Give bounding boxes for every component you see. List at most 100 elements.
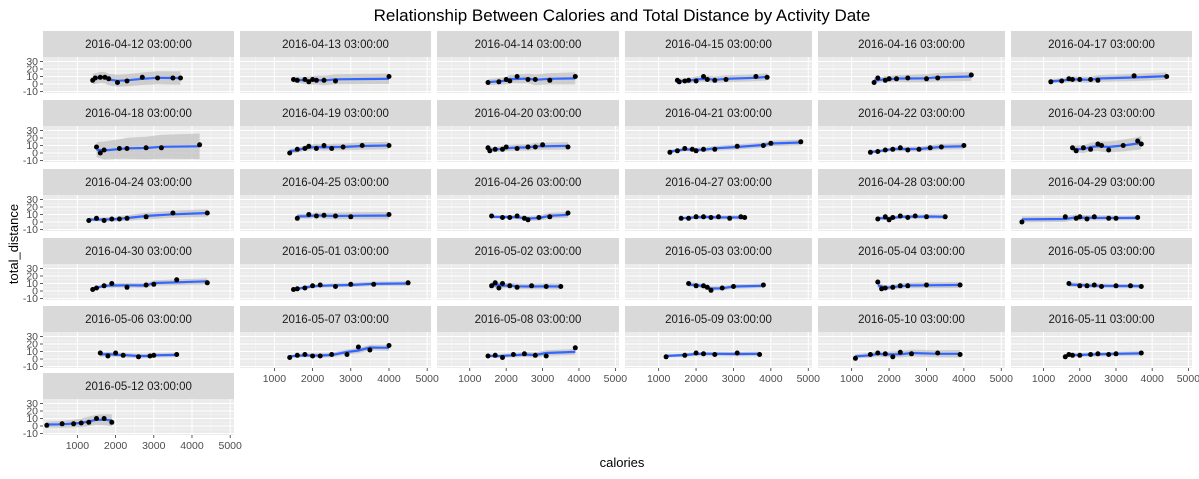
facet-strip <box>437 31 619 57</box>
data-point <box>682 352 688 358</box>
data-point <box>1084 283 1090 289</box>
data-point <box>97 74 103 80</box>
x-tick-label: 5000 <box>797 373 821 385</box>
facet-strip <box>437 169 619 195</box>
facet-panel: 2016-05-09 03:00:00 <box>625 306 812 368</box>
data-point <box>565 210 571 216</box>
facet-strip <box>818 238 1005 264</box>
data-point <box>302 77 308 82</box>
x-tick-label: 5000 <box>219 440 243 452</box>
data-point <box>178 75 183 81</box>
facet-strip <box>437 306 619 332</box>
y-tick-label: 20 <box>26 64 38 76</box>
facet-strip-label: 2016-04-26 03:00:00 <box>475 177 582 189</box>
x-tick-label: 3000 <box>722 373 746 385</box>
data-point <box>386 343 392 348</box>
data-point <box>136 354 141 360</box>
facet-strip <box>1011 238 1192 264</box>
data-point <box>682 78 688 84</box>
facet-panel: 2016-05-11 03:00:00 <box>1011 306 1192 368</box>
x-tick-label: 1000 <box>66 440 90 452</box>
data-point <box>294 286 300 292</box>
y-tick-label: 10 <box>26 346 38 358</box>
x-tick-label: 2000 <box>301 373 325 385</box>
data-point <box>1070 352 1075 358</box>
data-point <box>1077 283 1083 289</box>
data-point <box>764 74 770 80</box>
data-point <box>1088 77 1094 82</box>
data-point <box>115 80 120 85</box>
data-point <box>1128 283 1133 289</box>
data-point <box>302 146 308 151</box>
facet-strip <box>43 238 234 264</box>
facet-strip <box>240 31 431 57</box>
data-point <box>116 146 122 151</box>
data-point <box>678 215 684 221</box>
x-tick-label: 4000 <box>377 373 401 385</box>
facet-grid: 2016-04-12 03:00:00-1001020302016-04-13 … <box>23 31 1192 440</box>
data-point <box>492 280 498 286</box>
y-tick-label: -10 <box>23 86 38 98</box>
data-point <box>340 144 346 150</box>
data-point <box>716 214 721 220</box>
data-point <box>1138 284 1144 289</box>
facet-strip-label: 2016-04-29 03:00:00 <box>1048 177 1155 189</box>
y-axis-title: total_distance <box>6 204 21 284</box>
data-point <box>485 353 491 359</box>
data-point <box>94 144 99 150</box>
y-tick-label: 0 <box>32 354 38 366</box>
data-point <box>1099 143 1104 148</box>
data-point <box>890 215 896 220</box>
data-point <box>734 143 740 149</box>
facet-strip-label: 2016-04-14 03:00:00 <box>475 39 582 51</box>
data-point <box>151 352 157 358</box>
data-point <box>514 284 520 290</box>
facet-strip-label: 2016-04-13 03:00:00 <box>282 39 389 51</box>
facet-strip <box>240 306 431 332</box>
data-point <box>386 143 392 148</box>
data-point <box>507 78 513 84</box>
data-point <box>109 419 115 425</box>
x-tick-label: 2000 <box>494 373 518 385</box>
data-point <box>321 143 327 148</box>
data-point <box>124 284 130 290</box>
data-point <box>500 215 505 220</box>
x-axis-title: calories <box>600 455 645 470</box>
data-point <box>701 214 706 220</box>
facet-panel: 2016-04-14 03:00:00 <box>437 31 619 93</box>
data-point <box>97 350 103 356</box>
x-tick-label: 3000 <box>339 373 363 385</box>
x-tick-label: 1000 <box>840 373 864 385</box>
data-point <box>306 212 312 217</box>
facet-strip-label: 2016-04-18 03:00:00 <box>85 108 192 120</box>
data-point <box>1084 216 1090 222</box>
data-point <box>143 214 149 220</box>
data-point <box>124 215 130 221</box>
facet-strip <box>43 100 234 126</box>
data-point <box>875 75 881 81</box>
data-point <box>760 282 766 288</box>
x-tick-label: 5000 <box>990 373 1014 385</box>
data-point <box>1091 282 1097 288</box>
x-tick-label: 4000 <box>952 373 976 385</box>
facet-panel: 2016-04-25 03:00:00 <box>240 169 431 231</box>
facet-strip <box>818 306 1005 332</box>
data-point <box>525 217 531 223</box>
data-point <box>348 281 354 287</box>
facet-strip-label: 2016-04-16 03:00:00 <box>858 39 965 51</box>
data-point <box>532 77 538 82</box>
data-point <box>1138 350 1144 356</box>
data-point <box>514 74 520 79</box>
data-point <box>485 80 491 85</box>
data-point <box>197 142 203 148</box>
data-point <box>676 79 682 85</box>
data-point <box>507 283 513 289</box>
data-point <box>500 281 505 286</box>
facet-strip-label: 2016-04-28 03:00:00 <box>858 177 965 189</box>
data-point <box>333 78 338 84</box>
data-point <box>116 216 122 222</box>
data-point <box>686 215 692 221</box>
